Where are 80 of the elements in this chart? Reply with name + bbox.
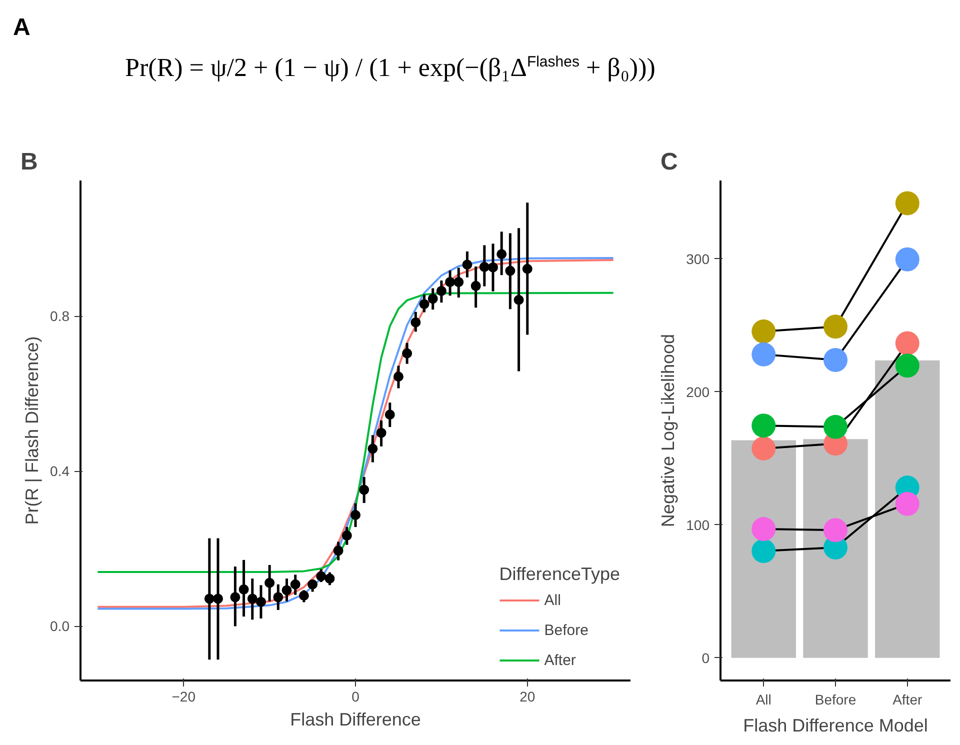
point xyxy=(752,436,776,460)
point xyxy=(895,247,920,272)
point xyxy=(824,314,848,339)
point xyxy=(895,492,920,516)
x-axis-title: Flash Difference Model xyxy=(743,716,928,736)
point xyxy=(282,585,292,596)
point xyxy=(522,264,532,274)
bar xyxy=(875,360,940,658)
point xyxy=(368,444,378,454)
point xyxy=(264,578,275,588)
point xyxy=(824,348,848,372)
x-axis-title: Flash Difference xyxy=(290,710,421,730)
y-tick-label: 200 xyxy=(686,384,710,400)
legend-label: After xyxy=(544,652,576,668)
point xyxy=(419,299,430,310)
point xyxy=(895,331,920,356)
x-tick-label: All xyxy=(756,692,772,708)
x-tick-label: After xyxy=(892,692,922,708)
point xyxy=(514,294,524,305)
point xyxy=(298,590,309,601)
text: A xyxy=(13,13,32,43)
point xyxy=(342,530,352,541)
point xyxy=(316,571,326,582)
y-tick-label: 0.8 xyxy=(50,308,70,324)
point xyxy=(488,262,498,272)
point xyxy=(470,280,481,291)
point xyxy=(428,294,438,304)
x-tick-label: Before xyxy=(814,692,856,708)
point xyxy=(384,410,395,420)
point xyxy=(895,354,920,378)
point xyxy=(410,317,421,328)
point xyxy=(376,428,386,438)
point xyxy=(895,191,920,216)
point xyxy=(204,594,214,604)
bar xyxy=(731,440,796,658)
point xyxy=(324,574,335,584)
x-tick-label: 20 xyxy=(520,688,536,704)
point xyxy=(505,266,516,276)
y-axis-title: Pr(R | Flash Difference) xyxy=(22,336,42,525)
y-tick-label: 100 xyxy=(686,516,710,533)
y-tick-label: 0 xyxy=(702,650,710,666)
point xyxy=(350,510,360,520)
x-tick-label: −20 xyxy=(172,688,196,704)
point xyxy=(333,546,344,556)
legend-label: Before xyxy=(544,622,588,638)
point xyxy=(436,286,446,296)
point xyxy=(752,319,776,344)
point xyxy=(752,517,776,542)
point xyxy=(308,579,318,590)
legend-label: All xyxy=(544,592,562,608)
point xyxy=(290,579,300,590)
point xyxy=(213,594,223,604)
point xyxy=(247,594,258,604)
point xyxy=(402,348,412,358)
point xyxy=(238,584,249,594)
chart-title: B xyxy=(20,148,38,176)
y-tick-label: 0.4 xyxy=(50,463,70,480)
point xyxy=(230,592,240,602)
point xyxy=(454,277,464,288)
point xyxy=(496,249,507,260)
point xyxy=(445,277,456,288)
point xyxy=(393,372,404,382)
y-tick-label: 300 xyxy=(686,250,710,267)
y-axis-title: Negative Log-Likelihood xyxy=(658,334,678,528)
point xyxy=(752,414,776,438)
chart-title: C xyxy=(660,148,678,176)
point xyxy=(462,260,472,270)
y-tick-label: 0.0 xyxy=(50,618,70,634)
point xyxy=(752,342,776,366)
point xyxy=(273,592,284,602)
point xyxy=(752,539,776,563)
text: Pr(R) = ψ/2 + (1 − ψ) / (1 + exp(−(β₁Δ$^{Flashes}$ + β₀))) xyxy=(125,52,656,84)
point xyxy=(479,262,490,272)
legend-title: DifferenceType xyxy=(499,564,620,585)
point xyxy=(256,596,266,607)
point xyxy=(824,518,848,542)
point xyxy=(824,414,848,439)
point xyxy=(359,484,370,495)
x-tick-label: 0 xyxy=(352,688,360,704)
bar xyxy=(803,439,868,658)
